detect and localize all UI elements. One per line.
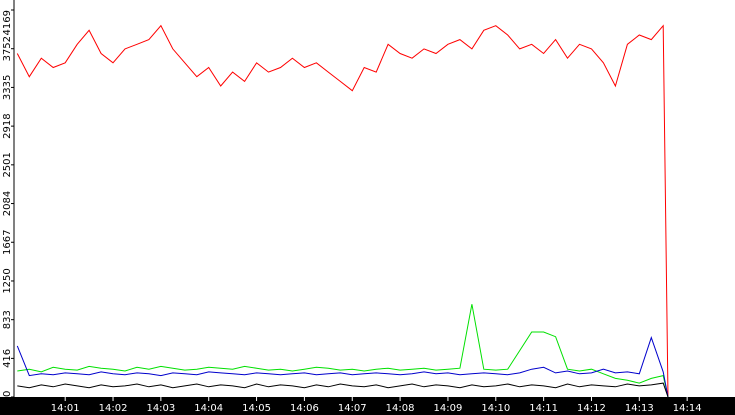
- y-tick-label: 2084: [2, 191, 13, 216]
- x-tick-label: 14:14: [673, 403, 702, 414]
- x-tick-label: 14:05: [242, 403, 271, 414]
- x-tick-label: 14:13: [625, 403, 654, 414]
- x-tick-label: 14:04: [194, 403, 223, 414]
- y-tick-label: 4169: [2, 10, 13, 35]
- x-tick-label: 14:08: [386, 403, 415, 414]
- x-axis-band: [0, 397, 735, 415]
- series-line: [16, 336, 669, 398]
- y-tick-label: 2918: [2, 113, 13, 138]
- y-tick-label: 2501: [2, 152, 13, 177]
- series-line: [17, 304, 669, 398]
- y-tick-label: 3752: [2, 36, 13, 61]
- x-tick-label: 14:01: [51, 403, 80, 414]
- x-tick-label: 14:09: [434, 403, 463, 414]
- x-tick-label: 14:12: [577, 403, 606, 414]
- y-tick-label: 0: [2, 391, 13, 397]
- y-tick-label: 1667: [2, 230, 13, 255]
- x-tick-label: 14:06: [290, 403, 319, 414]
- x-tick-label: 14:03: [146, 403, 175, 414]
- y-tick-label: 833: [2, 310, 13, 329]
- x-tick-label: 14:11: [529, 403, 558, 414]
- series-line: [16, 24, 669, 398]
- series-line: [17, 382, 669, 398]
- y-tick-label: 3335: [2, 75, 13, 100]
- x-tick-label: 14:10: [481, 403, 510, 414]
- x-tick-label: 14:07: [338, 403, 367, 414]
- y-tick-label: 1250: [2, 268, 13, 293]
- y-tick-label: 416: [2, 349, 13, 368]
- x-tick-label: 14:02: [99, 403, 128, 414]
